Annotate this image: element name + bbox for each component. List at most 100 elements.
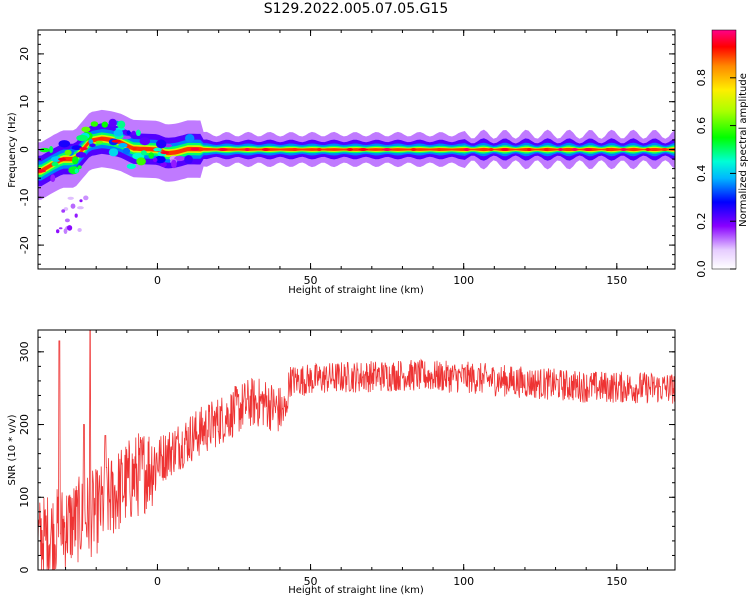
heatmap-blob — [74, 168, 79, 174]
heatmap-peak — [132, 147, 137, 151]
heatmap-blob — [139, 137, 151, 146]
heatmap-blob — [51, 161, 59, 167]
heatmap-scatter — [77, 206, 84, 210]
heatmap-blob — [131, 130, 136, 136]
bottom-plot-frame — [37, 329, 676, 571]
heatmap-peak — [660, 148, 669, 151]
heatmap-scatter — [67, 225, 73, 231]
heatmap-blob — [72, 156, 79, 165]
heatmap-blob — [174, 155, 186, 162]
heatmap-peak — [544, 148, 549, 151]
snr-series-line — [38, 330, 675, 570]
colorbar-label: Normalized spectral amplitude — [738, 73, 749, 227]
x-tick-label: 100 — [453, 575, 474, 588]
heatmap-band — [38, 129, 675, 181]
heatmap-blob — [71, 145, 83, 151]
y-tick-label: 300 — [18, 341, 31, 362]
heatmap-blob — [108, 118, 117, 128]
colorbar — [711, 29, 737, 270]
heatmap-peak — [244, 148, 250, 151]
chart-title: S129.2022.005.07.05.G15 — [263, 1, 449, 17]
x-tick-label: 50 — [304, 274, 318, 287]
y-tick-label: -10 — [18, 188, 31, 206]
heatmap-peak — [583, 148, 593, 151]
top-xlabel: Height of straight line (km) — [288, 285, 424, 296]
heatmap-blob — [50, 156, 62, 162]
heatmap-peak — [58, 157, 67, 161]
x-tick-label: 0 — [154, 274, 161, 287]
heatmap-blob — [101, 121, 109, 128]
spectrogram-heatmap — [38, 109, 675, 235]
heatmap-blob — [58, 140, 71, 148]
heatmap-peak — [38, 169, 46, 173]
heatmap-blob — [156, 139, 167, 149]
x-tick-label: 0 — [154, 575, 161, 588]
heatmap-peak — [291, 148, 299, 151]
heatmap-peak — [160, 151, 170, 155]
heatmap-blob — [49, 146, 54, 153]
y-tick-label: -20 — [18, 236, 31, 254]
y-tick-label: 0 — [18, 146, 31, 153]
heatmap-peak — [111, 139, 121, 143]
heatmap-scatter — [64, 218, 70, 223]
colorbar-tick-label: 0.4 — [695, 165, 708, 183]
heatmap-blob — [89, 143, 96, 148]
heatmap-blob — [154, 155, 166, 164]
heatmap-scatter — [61, 209, 66, 213]
heatmap-blob — [117, 120, 126, 129]
heatmap-blob — [160, 161, 167, 168]
colorbar-tick-label: 0.0 — [695, 260, 708, 278]
x-tick-label: 150 — [606, 575, 627, 588]
heatmap-peak — [488, 148, 494, 151]
heatmap-peak — [346, 148, 354, 151]
heatmap-peak — [382, 148, 392, 151]
colorbar-tick-label: 0.8 — [695, 69, 708, 87]
heatmap-blob — [135, 129, 141, 136]
heatmap-blob — [108, 148, 119, 157]
heatmap-peak — [619, 148, 628, 151]
heatmap-scatter — [83, 195, 89, 201]
heatmap-blob — [185, 134, 195, 143]
snr-line-plot — [38, 330, 675, 570]
heatmap-blob — [126, 130, 131, 135]
heatmap-blob — [118, 143, 128, 148]
heatmap-scatter — [56, 229, 60, 234]
y-tick-label: 0 — [18, 567, 31, 574]
x-tick-label: 50 — [304, 575, 318, 588]
heatmap-blob — [113, 129, 124, 137]
y-tick-label: 200 — [18, 414, 31, 435]
top-axes: 0 50 100 150 -20 -10 0 10 20 — [18, 30, 675, 287]
heatmap-blob — [140, 150, 147, 156]
heatmap-peak — [527, 148, 532, 151]
bottom-axes: 0 50 100 150 0 100 200 300 — [18, 330, 675, 588]
heatmap-peak — [261, 148, 270, 151]
heatmap-scatter — [74, 213, 78, 218]
heatmap-peak — [79, 147, 88, 151]
top-ylabel: Frequency (Hz) — [7, 112, 18, 188]
heatmap-blob — [88, 139, 94, 145]
heatmap-peak — [605, 148, 610, 151]
heatmap-scatter — [63, 228, 68, 235]
heatmap-peak — [436, 148, 442, 151]
heatmap-peak — [557, 148, 564, 151]
heatmap-peak — [501, 148, 509, 151]
heatmap-scatter — [63, 207, 69, 211]
colorbar-axes: 0.0 0.2 0.4 0.6 0.8 — [695, 69, 736, 278]
heatmap-peak — [571, 148, 579, 151]
heatmap-scatter — [77, 228, 82, 232]
heatmap-blob — [122, 147, 131, 155]
colorbar-tick-label: 0.2 — [695, 212, 708, 230]
heatmap-scatter — [70, 203, 76, 209]
y-tick-label: 20 — [18, 47, 31, 61]
y-tick-label: 10 — [18, 95, 31, 109]
heatmap-peak — [98, 137, 104, 141]
heatmap-blob — [184, 155, 193, 164]
heatmap-blob — [50, 174, 56, 182]
colorbar-tick-label: 0.6 — [695, 117, 708, 135]
heatmap-blob — [39, 147, 50, 153]
bottom-xlabel: Height of straight line (km) — [288, 585, 424, 596]
heatmap-blob — [77, 165, 82, 170]
heatmap-blob — [75, 151, 87, 158]
x-tick-label: 100 — [453, 274, 474, 287]
heatmap-blob — [95, 140, 104, 144]
